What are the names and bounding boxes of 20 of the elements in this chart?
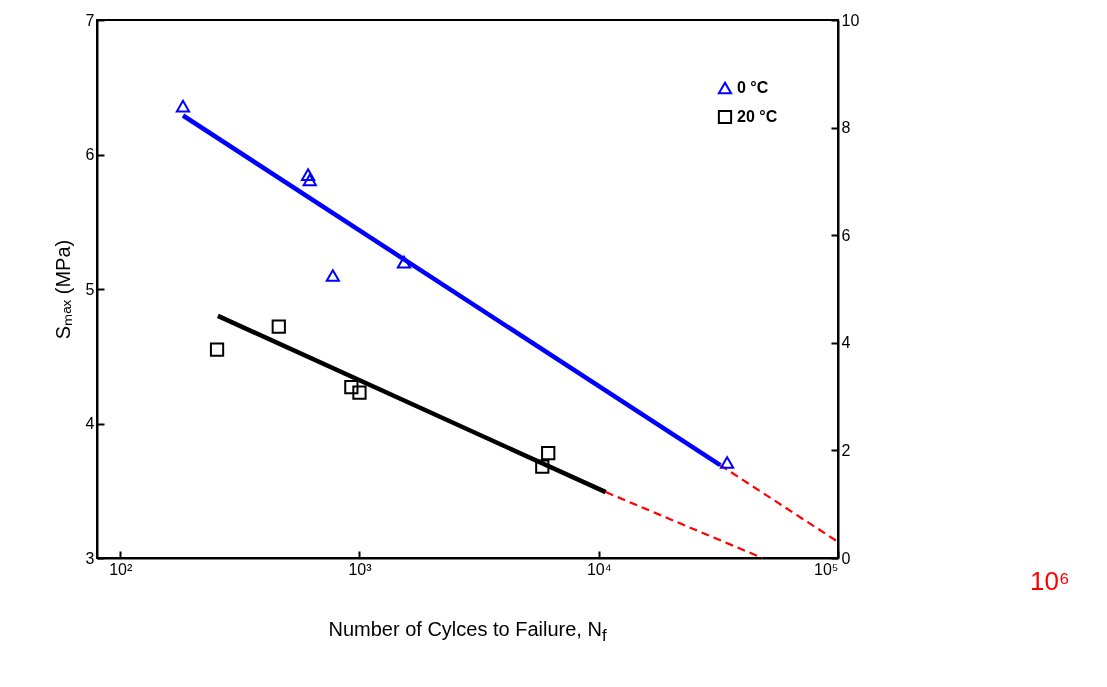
y-tick-label: 7	[85, 11, 95, 29]
y-tick-label: 3	[85, 549, 95, 567]
x-tick-label: 10²	[109, 560, 133, 578]
y2-tick-label: 8	[841, 119, 851, 137]
x-tick-label: 10³	[348, 560, 373, 578]
y-axis-title: Sₘₐₓ (MPa)	[51, 239, 74, 340]
text: 10⁶	[1030, 566, 1070, 597]
y-tick-label: 4	[85, 415, 95, 432]
x-tick-label: 10⁴	[586, 560, 612, 578]
y2-tick-label: 6	[841, 226, 851, 244]
y-tick-label: 6	[85, 146, 95, 163]
x-axis-title: Number of Cylces to Failure, N$_{f}$	[327, 618, 608, 646]
y2-tick-label: 10	[841, 11, 860, 29]
legend-label: 0 °C	[737, 79, 769, 96]
x-tick-label: 10⁵	[814, 560, 839, 578]
y2-tick-label: 2	[841, 441, 851, 459]
y2-tick-label: 4	[841, 334, 851, 352]
y-tick-label: 5	[85, 280, 95, 298]
legend-label: 20 °C	[737, 108, 778, 125]
y2-tick-label: 0	[841, 549, 851, 567]
